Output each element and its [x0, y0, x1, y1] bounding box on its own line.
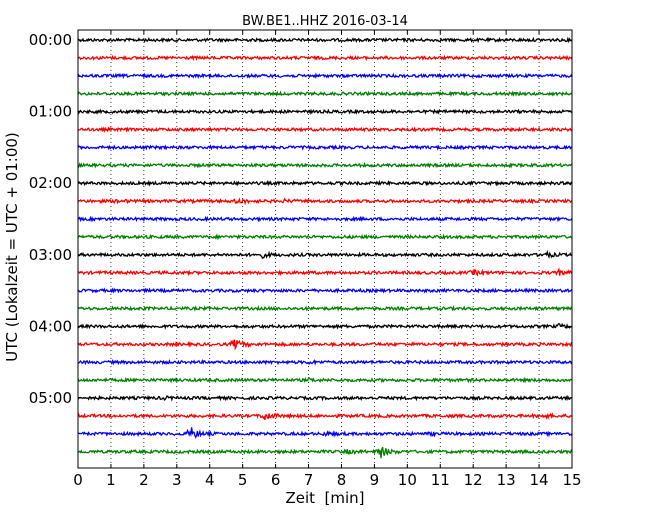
- x-tick-label-8: 8: [337, 471, 347, 489]
- trace-0030: [77, 72, 573, 80]
- trace-0145: [77, 161, 573, 169]
- trace-0345: [77, 304, 573, 312]
- trace-0530: [77, 427, 573, 439]
- trace-0430: [77, 358, 573, 366]
- x-tick-label-4: 4: [205, 471, 215, 489]
- y-tick-label-0: 00:00: [29, 31, 72, 49]
- trace-0315: [77, 267, 573, 277]
- trace-0015: [77, 54, 573, 62]
- trace-0545: [77, 446, 573, 459]
- y-tick-label-2: 02:00: [29, 174, 72, 192]
- x-tick-label-2: 2: [139, 471, 149, 489]
- traces: [77, 36, 573, 459]
- trace-0415: [77, 339, 573, 351]
- x-axis: 0 1 2 3 4 5 6 7 8 9 10 11 12 13 14 15: [73, 30, 582, 489]
- x-tick-label-6: 6: [271, 471, 281, 489]
- trace-0245: [77, 233, 573, 241]
- x-tick-label-14: 14: [530, 471, 549, 489]
- chart-title: BW.BE1..HHZ 2016-03-14: [242, 14, 408, 29]
- trace-0200: [77, 179, 573, 187]
- x-tick-label-15: 15: [562, 471, 581, 489]
- y-axis-label: UTC (Lokalzeit = UTC + 01:00): [3, 132, 21, 362]
- y-tick-label-5: 05:00: [29, 389, 72, 407]
- y-tick-label-3: 03:00: [29, 246, 72, 264]
- y-axis: 00:00 01:00 02:00 03:00 04:00 05:00: [29, 31, 572, 407]
- trace-0445: [77, 376, 573, 384]
- y-tick-label-4: 04:00: [29, 317, 72, 335]
- plot-frame: [77, 29, 573, 469]
- x-tick-label-7: 7: [304, 471, 314, 489]
- trace-0215: [77, 197, 573, 206]
- trace-0100: [77, 108, 573, 115]
- x-axis-label: Zeit [min]: [285, 489, 364, 507]
- trace-0115: [77, 126, 573, 133]
- x-tick-label-1: 1: [106, 471, 116, 489]
- trace-0230: [77, 215, 573, 223]
- x-tick-label-12: 12: [464, 471, 483, 489]
- trace-0130: [77, 144, 573, 151]
- x-tick-label-0: 0: [73, 471, 83, 489]
- trace-0330: [77, 287, 573, 294]
- trace-0400: [77, 322, 573, 330]
- trace-0300: [77, 249, 573, 260]
- trace-0045: [77, 90, 573, 98]
- trace-0500: [77, 394, 573, 402]
- x-tick-label-11: 11: [431, 471, 450, 489]
- x-tick-label-3: 3: [172, 471, 182, 489]
- x-tick-label-10: 10: [398, 471, 417, 489]
- y-tick-label-1: 01:00: [29, 103, 72, 121]
- trace-0515: [77, 412, 573, 421]
- x-tick-label-9: 9: [370, 471, 380, 489]
- x-tick-label-5: 5: [238, 471, 248, 489]
- trace-0000: [77, 36, 573, 44]
- x-tick-label-13: 13: [497, 471, 516, 489]
